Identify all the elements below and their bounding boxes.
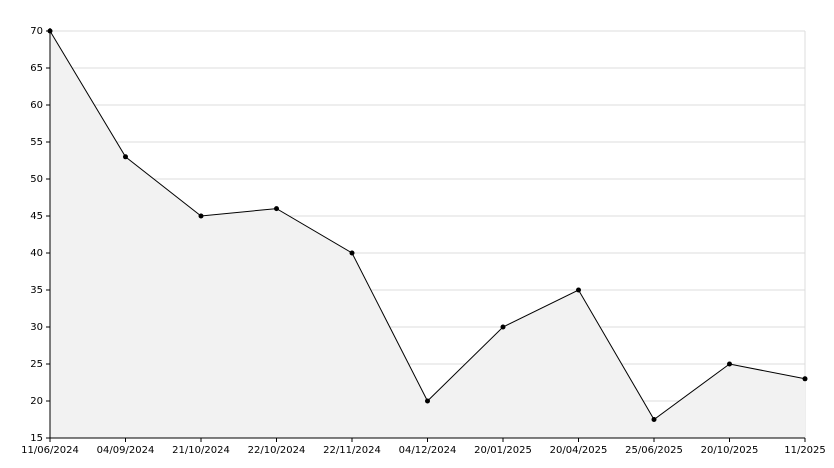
point xyxy=(198,213,204,219)
x-tick-label: 25/06/2025 xyxy=(625,445,683,456)
y-tick-label: 55 xyxy=(30,137,43,148)
x-tick-label: 04/09/2024 xyxy=(97,445,155,456)
y-tick-label: 45 xyxy=(30,211,43,222)
x-tick-label: 22/10/2024 xyxy=(248,445,306,456)
y-tick-label: 65 xyxy=(30,63,43,74)
y-tick-label: 25 xyxy=(30,359,43,370)
y-tick-label: 15 xyxy=(30,433,43,444)
x-tick-label: 04/12/2024 xyxy=(399,445,457,456)
point xyxy=(123,154,128,160)
point xyxy=(651,417,657,422)
point xyxy=(274,206,279,212)
y-tick-label: 50 xyxy=(30,174,43,185)
x-tick-label: 22/11/2024 xyxy=(323,445,381,456)
point xyxy=(349,250,355,256)
x-tick-label: 21/10/2024 xyxy=(172,445,230,456)
point xyxy=(727,361,732,367)
point xyxy=(500,324,506,330)
y-tick-label: 20 xyxy=(30,396,43,407)
y-tick-label: 40 xyxy=(30,248,43,259)
point xyxy=(802,376,808,382)
x-tick-label: 20/01/2025 xyxy=(474,445,532,456)
y-tick-label: 70 xyxy=(30,26,43,37)
x-tick-label: 20/04/2025 xyxy=(550,445,608,456)
y-tick-label: 30 xyxy=(30,322,43,333)
x-tick-label: 20/10/2025 xyxy=(701,445,759,456)
area xyxy=(50,31,805,438)
point xyxy=(425,398,430,404)
point xyxy=(576,287,581,293)
y-tick-label: 35 xyxy=(30,285,43,296)
y-tick-label: 60 xyxy=(30,100,43,111)
x-tick-label: 11/06/2024 xyxy=(21,445,79,456)
x-tick-label: 11/2025 xyxy=(784,445,826,456)
